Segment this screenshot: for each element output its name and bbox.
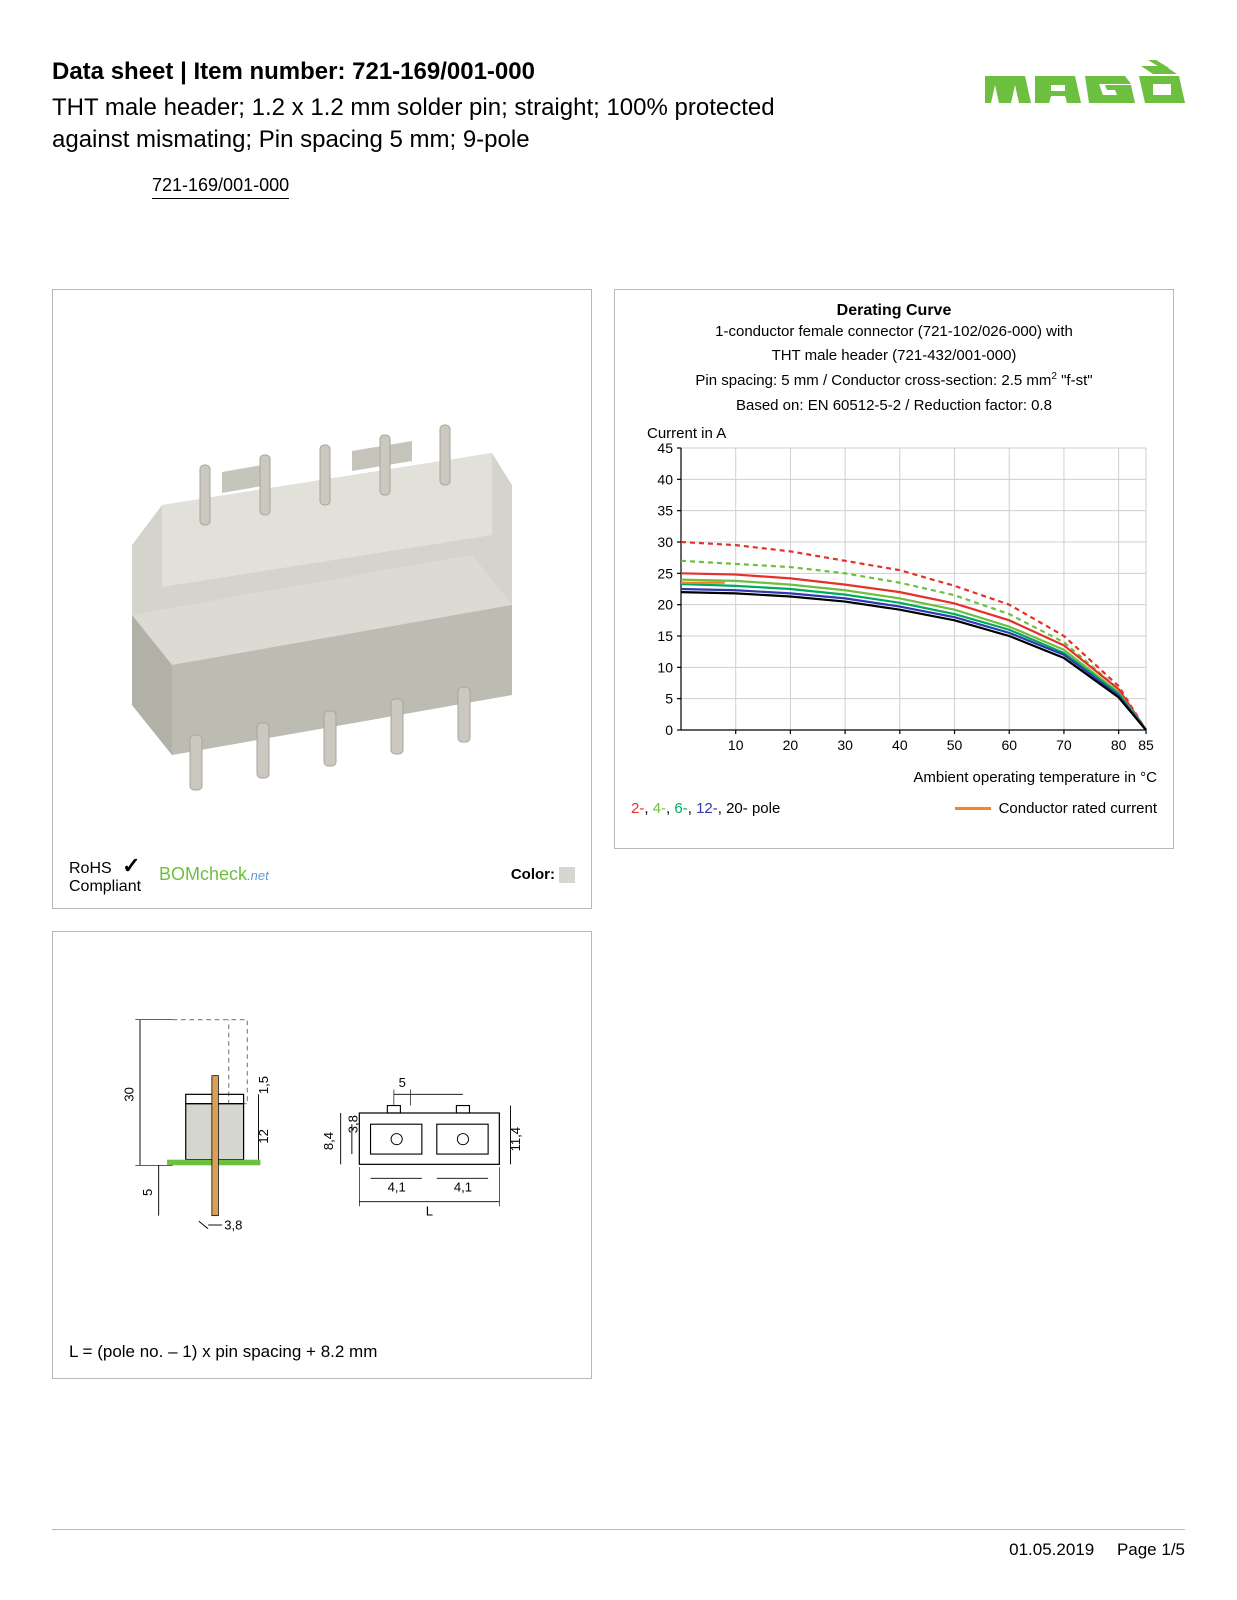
svg-text:L: L	[426, 1203, 433, 1218]
svg-text:85: 85	[1138, 737, 1154, 753]
svg-text:45: 45	[657, 440, 673, 456]
title-item-number: 721-169/001-000	[352, 58, 535, 85]
svg-text:1,5: 1,5	[256, 1076, 271, 1094]
bomcheck-text: BOMcheck	[159, 864, 247, 884]
svg-text:30: 30	[657, 534, 673, 550]
legend-poles: 2-, 4-, 6-, 12-, 20- pole	[631, 800, 780, 817]
rohs-compliant-label: Compliant	[69, 878, 141, 895]
chart-x-axis-label: Ambient operating temperature in °C	[631, 769, 1157, 786]
svg-text:0: 0	[665, 722, 673, 738]
compliance-row: RoHS ✓ Compliant BOMcheck.net Color:	[65, 848, 579, 896]
svg-text:40: 40	[657, 471, 673, 487]
title-prefix: Data sheet	[52, 58, 173, 85]
footer-page: Page 1/5	[1117, 1540, 1185, 1559]
item-description: THT male header; 1.2 x 1.2 mm solder pin…	[52, 92, 832, 157]
title-label: Item number:	[193, 58, 345, 85]
chart-legend: 2-, 4-, 6-, 12-, 20- pole Conductor rated…	[631, 800, 1157, 817]
chart-subtitle-1: 1-conductor female connector (721-102/02…	[631, 322, 1157, 342]
svg-text:70: 70	[1056, 737, 1072, 753]
svg-text:5: 5	[140, 1188, 155, 1195]
chart-sub3-prefix: Pin spacing: 5 mm / Conductor cross-sect…	[695, 372, 1051, 389]
panel-derating-chart: Derating Curve 1-conductor female connec…	[614, 289, 1174, 849]
panels-row: RoHS ✓ Compliant BOMcheck.net Color: 30 1…	[52, 289, 1185, 1379]
panel-product-image: RoHS ✓ Compliant BOMcheck.net Color:	[52, 289, 592, 909]
chart-sub3-suffix: "f-st"	[1057, 372, 1093, 389]
color-swatch	[559, 867, 575, 883]
svg-text:10: 10	[728, 737, 744, 753]
page-title: Data sheet | Item number: 721-169/001-00…	[52, 58, 832, 86]
svg-text:4,1: 4,1	[388, 1179, 406, 1194]
svg-text:20: 20	[783, 737, 799, 753]
svg-text:11,4: 11,4	[508, 1127, 523, 1151]
svg-text:30: 30	[121, 1087, 136, 1102]
rohs-badge: RoHS ✓ Compliant	[69, 854, 141, 896]
svg-text:80: 80	[1111, 737, 1127, 753]
svg-text:25: 25	[657, 565, 673, 581]
derating-chart-svg: Current in A0510152025303540451020304050…	[631, 420, 1156, 760]
rohs-label: RoHS	[69, 860, 112, 877]
chart-title: Derating Curve	[631, 302, 1157, 320]
svg-text:3,8: 3,8	[345, 1115, 360, 1133]
svg-text:12: 12	[256, 1129, 271, 1144]
page-footer: 01.05.2019 Page 1/5	[52, 1529, 1185, 1560]
color-label-text: Color:	[511, 866, 555, 883]
svg-text:30: 30	[837, 737, 853, 753]
svg-text:5: 5	[399, 1075, 406, 1090]
drawing-formula: L = (pole no. – 1) x pin spacing + 8.2 m…	[69, 1334, 575, 1362]
item-number-link[interactable]: 721-169/001-000	[152, 175, 289, 199]
svg-text:3,8: 3,8	[224, 1217, 242, 1232]
bomcheck-suffix: .net	[247, 868, 269, 883]
chart-subtitle-3: Pin spacing: 5 mm / Conductor cross-sect…	[631, 370, 1157, 391]
wago-logo	[985, 58, 1185, 108]
svg-text:4,1: 4,1	[454, 1179, 472, 1194]
drawing-illustration: 30 1,5 12 5 3,8 5 8,4 3,8 11,4 4,1 4,1 L	[69, 948, 575, 1334]
header: Data sheet | Item number: 721-169/001-00…	[52, 58, 1185, 199]
svg-text:35: 35	[657, 502, 673, 518]
footer-date: 01.05.2019	[1009, 1540, 1094, 1559]
chart-subtitle-4: Based on: EN 60512-5-2 / Reduction facto…	[631, 396, 1157, 416]
svg-text:10: 10	[657, 659, 673, 675]
product-illustration	[65, 302, 579, 848]
panel-technical-drawing: 30 1,5 12 5 3,8 5 8,4 3,8 11,4 4,1 4,1 L L = (pole …	[52, 931, 592, 1379]
bomcheck-badge: BOMcheck.net	[159, 864, 269, 885]
svg-text:15: 15	[657, 628, 673, 644]
svg-text:50: 50	[947, 737, 963, 753]
svg-text:8,4: 8,4	[321, 1132, 336, 1150]
svg-text:40: 40	[892, 737, 908, 753]
svg-text:20: 20	[657, 596, 673, 612]
check-icon: ✓	[122, 853, 140, 878]
title-separator: |	[180, 58, 193, 85]
header-text-block: Data sheet | Item number: 721-169/001-00…	[52, 58, 832, 199]
svg-text:5: 5	[665, 690, 673, 706]
color-indicator: Color:	[511, 866, 575, 883]
left-column: RoHS ✓ Compliant BOMcheck.net Color: 30 1…	[52, 289, 592, 1379]
chart-subtitle-2: THT male header (721-432/001-000)	[631, 346, 1157, 366]
svg-text:60: 60	[1001, 737, 1017, 753]
legend-rated: Conductor rated current	[955, 800, 1157, 817]
